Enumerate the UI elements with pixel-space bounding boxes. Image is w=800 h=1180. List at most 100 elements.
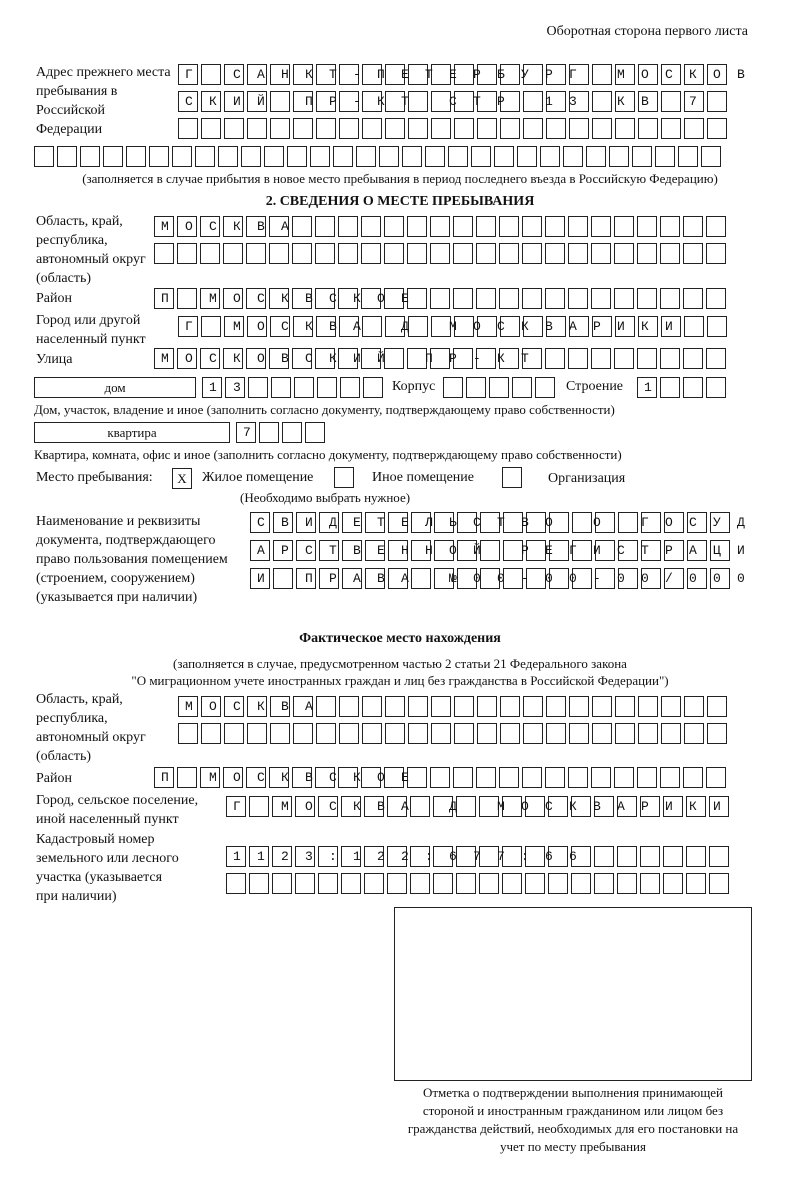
char-cell[interactable] (387, 873, 407, 894)
char-cell[interactable] (640, 873, 660, 894)
char-cell[interactable] (292, 288, 312, 309)
char-cell[interactable] (269, 767, 289, 788)
char-cell[interactable] (563, 146, 583, 167)
char-cell[interactable] (388, 540, 408, 561)
char-cell[interactable] (224, 64, 244, 85)
char-cell[interactable] (706, 288, 726, 309)
char-cell[interactable] (361, 767, 381, 788)
char-cell[interactable] (178, 91, 198, 112)
char-cell[interactable] (315, 348, 335, 369)
char-cell[interactable] (618, 568, 638, 589)
char-cell[interactable] (525, 846, 545, 867)
char-cell[interactable] (154, 348, 174, 369)
char-cell[interactable] (270, 723, 290, 744)
char-cell[interactable] (638, 64, 658, 85)
char-cell[interactable] (706, 377, 726, 398)
char-cell[interactable] (595, 540, 615, 561)
char-cell[interactable] (34, 146, 54, 167)
char-cell[interactable] (638, 316, 658, 337)
char-cell[interactable] (431, 118, 451, 139)
char-cell[interactable] (523, 91, 543, 112)
char-cell[interactable] (568, 216, 588, 237)
char-cell[interactable] (571, 796, 591, 817)
char-cell[interactable] (707, 91, 727, 112)
char-cell[interactable] (661, 723, 681, 744)
char-cell[interactable] (637, 216, 657, 237)
char-cell[interactable] (407, 216, 427, 237)
char-cell[interactable] (523, 696, 543, 717)
char-cell[interactable] (525, 796, 545, 817)
char-cell[interactable] (522, 216, 542, 237)
char-cell[interactable] (433, 796, 453, 817)
char-cell[interactable] (223, 288, 243, 309)
char-cell[interactable] (178, 723, 198, 744)
char-cell[interactable] (362, 118, 382, 139)
char-cell[interactable] (338, 767, 358, 788)
char-cell[interactable] (385, 91, 405, 112)
char-cell[interactable] (500, 118, 520, 139)
char-cell[interactable] (407, 348, 427, 369)
char-cell[interactable] (640, 846, 660, 867)
char-cell[interactable] (523, 316, 543, 337)
char-cell[interactable] (384, 243, 404, 264)
char-cell[interactable] (362, 316, 382, 337)
char-cell[interactable] (571, 846, 591, 867)
char-cell[interactable] (57, 146, 77, 167)
char-cell[interactable] (499, 767, 519, 788)
char-cell[interactable] (591, 288, 611, 309)
char-cell[interactable] (339, 118, 359, 139)
char-cell[interactable] (407, 288, 427, 309)
char-cell[interactable] (615, 723, 635, 744)
char-cell[interactable] (686, 873, 706, 894)
char-cell[interactable] (572, 568, 592, 589)
char-cell[interactable] (292, 243, 312, 264)
char-cell[interactable] (341, 846, 361, 867)
char-cell[interactable] (316, 696, 336, 717)
char-cell[interactable] (660, 288, 680, 309)
char-cell[interactable] (499, 243, 519, 264)
char-cell[interactable] (431, 91, 451, 112)
char-cell[interactable] (269, 243, 289, 264)
char-cell[interactable] (684, 91, 704, 112)
char-cell[interactable] (340, 377, 360, 398)
char-cell[interactable] (571, 873, 591, 894)
char-cell[interactable] (430, 767, 450, 788)
char-cell[interactable] (362, 91, 382, 112)
char-cell[interactable] (246, 243, 266, 264)
char-cell[interactable] (522, 288, 542, 309)
char-cell[interactable] (272, 796, 292, 817)
char-cell[interactable] (572, 540, 592, 561)
char-cell[interactable] (592, 723, 612, 744)
char-cell[interactable] (361, 348, 381, 369)
char-cell[interactable] (342, 512, 362, 533)
char-cell[interactable] (591, 348, 611, 369)
char-cell[interactable] (295, 873, 315, 894)
char-cell[interactable] (200, 288, 220, 309)
char-cell[interactable] (683, 767, 703, 788)
char-cell[interactable] (502, 873, 522, 894)
char-cell[interactable] (249, 796, 269, 817)
char-cell[interactable] (545, 243, 565, 264)
char-cell[interactable] (282, 422, 302, 443)
char-cell[interactable] (292, 767, 312, 788)
char-cell[interactable] (356, 146, 376, 167)
char-cell[interactable] (223, 243, 243, 264)
char-cell[interactable] (549, 540, 569, 561)
char-cell[interactable] (364, 846, 384, 867)
char-cell[interactable] (178, 316, 198, 337)
char-cell[interactable] (241, 146, 261, 167)
char-cell[interactable] (178, 64, 198, 85)
char-cell[interactable] (408, 696, 428, 717)
char-cell[interactable] (430, 216, 450, 237)
char-cell[interactable] (224, 696, 244, 717)
char-cell[interactable] (609, 146, 629, 167)
char-cell[interactable] (384, 348, 404, 369)
char-cell[interactable] (408, 316, 428, 337)
char-cell[interactable] (684, 64, 704, 85)
char-cell[interactable] (661, 118, 681, 139)
char-cell[interactable] (407, 767, 427, 788)
char-cell[interactable] (339, 91, 359, 112)
char-cell[interactable] (637, 348, 657, 369)
char-cell[interactable] (363, 377, 383, 398)
char-cell[interactable] (226, 796, 246, 817)
